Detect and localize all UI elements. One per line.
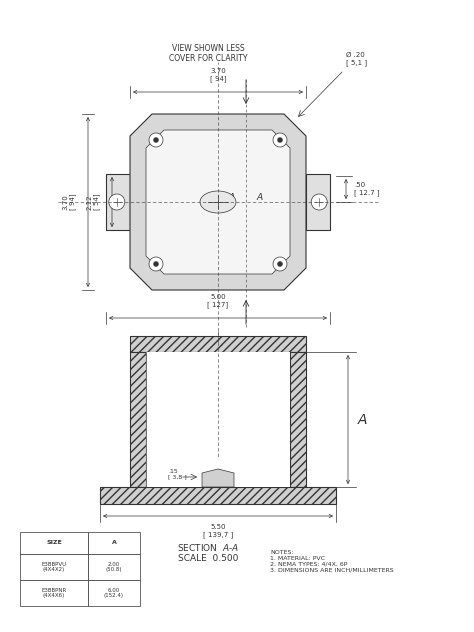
Text: NOTES:
1. MATERIAL: PVC
2. NEMA TYPES: 4/4X, 6P
3. DIMENSIONS ARE INCH/MILLIMETE: NOTES: 1. MATERIAL: PVC 2. NEMA TYPES: 4… [270,550,393,573]
Text: 5.00
[ 127]: 5.00 [ 127] [208,295,228,308]
Circle shape [277,138,283,142]
Circle shape [311,194,327,210]
Text: 2.00
(50.8): 2.00 (50.8) [106,562,122,573]
Circle shape [154,262,158,267]
Polygon shape [146,352,290,487]
Polygon shape [290,352,306,487]
Circle shape [149,257,163,271]
Circle shape [154,138,158,142]
Circle shape [109,194,125,210]
Circle shape [149,133,163,147]
Polygon shape [130,336,306,352]
Polygon shape [100,487,336,504]
Text: E3BBPNR
(4X4X6): E3BBPNR (4X4X6) [41,588,67,599]
Bar [88,554,140,580]
Bar [306,174,330,230]
Text: A: A [257,193,263,202]
Text: Ø .20
[ 5,1 ]: Ø .20 [ 5,1 ] [346,52,367,66]
Text: 3.70
[ 94]: 3.70 [ 94] [62,193,76,210]
Text: A: A [358,413,367,427]
Text: 5.50
[ 139,7 ]: 5.50 [ 139,7 ] [203,524,233,538]
Text: SIZE: SIZE [46,540,62,545]
Polygon shape [130,352,146,487]
Text: .50
[ 12.7 ]: .50 [ 12.7 ] [354,182,380,196]
Text: E3BBPVU
(4X4X2): E3BBPVU (4X4X2) [41,562,66,573]
Text: 2.12
[ 54]: 2.12 [ 54] [86,194,100,210]
Polygon shape [130,114,306,290]
Bar [88,580,140,606]
Text: 6.00
(152.4): 6.00 (152.4) [104,588,124,599]
Circle shape [273,133,287,147]
Ellipse shape [200,191,236,213]
Bar [20,554,88,580]
Bar [20,580,88,606]
Text: A: A [229,193,235,202]
Bar [88,532,140,554]
Text: SECTION  $A$-$A$
SCALE  0.500: SECTION $A$-$A$ SCALE 0.500 [177,542,239,563]
Polygon shape [202,469,234,487]
Text: VIEW SHOWN LESS
COVER FOR CLARITY: VIEW SHOWN LESS COVER FOR CLARITY [169,44,247,63]
Circle shape [273,257,287,271]
Polygon shape [146,130,290,274]
Bar [20,532,88,554]
Text: A: A [111,540,117,545]
Bar [106,174,130,230]
Circle shape [277,262,283,267]
Text: 3.70
[ 94]: 3.70 [ 94] [210,68,226,82]
Text: .15
[ 3,8 ]: .15 [ 3,8 ] [168,468,187,480]
